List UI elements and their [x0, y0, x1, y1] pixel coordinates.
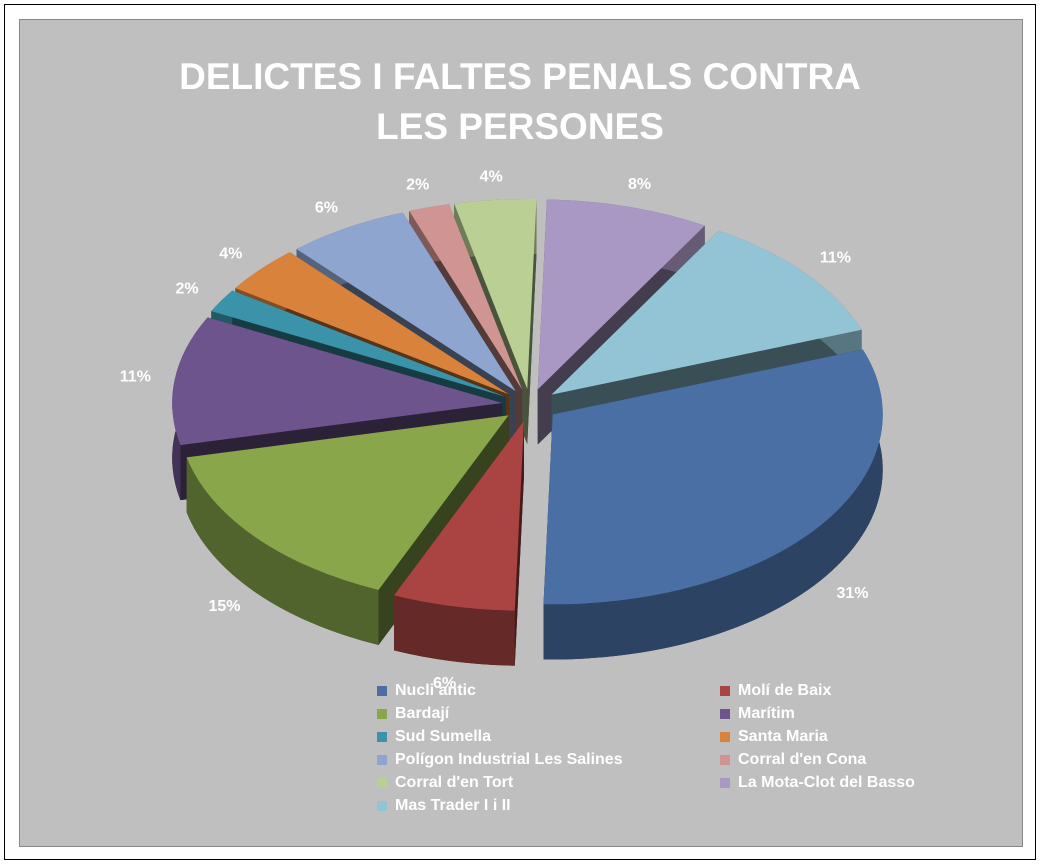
slice-wall — [393, 595, 515, 666]
legend-label: La Mota-Clot del Basso — [738, 774, 915, 791]
data-label: 8% — [628, 176, 651, 193]
legend-label: Corral d'en Cona — [738, 751, 866, 768]
legend-swatch — [377, 709, 387, 719]
slice-top — [409, 204, 523, 390]
legend-label: Molí de Baix — [738, 682, 831, 699]
legend-swatch — [377, 732, 387, 742]
data-label: 4% — [219, 245, 242, 262]
slice — [543, 349, 883, 660]
legend-swatch — [377, 801, 387, 811]
legend-label: Bardají — [395, 705, 450, 722]
legend-label: Nucli antic — [395, 682, 476, 699]
data-label: 4% — [480, 168, 503, 185]
data-label: 2% — [176, 280, 199, 297]
data-label: 15% — [209, 598, 241, 615]
chart-title: DELICTES I FALTES PENALS CONTRA LES PERS… — [179, 56, 861, 147]
slice-top — [186, 415, 509, 590]
legend-label: Sud Sumella — [395, 728, 491, 745]
slice-top — [211, 290, 506, 397]
slice-wall — [543, 349, 883, 660]
data-label: 2% — [406, 177, 429, 194]
slice-top — [551, 230, 862, 395]
legend-label: Santa Maria — [738, 728, 828, 745]
plot-area: DELICTES I FALTES PENALS CONTRA LES PERS… — [19, 19, 1023, 847]
legend-swatch — [377, 686, 387, 696]
slice-wall — [186, 457, 379, 645]
slice-top — [393, 420, 524, 611]
slice-top — [172, 317, 503, 446]
slice-top — [296, 212, 516, 392]
legend-swatch — [720, 709, 730, 719]
slice-top — [537, 199, 705, 390]
legend-label: Mas Trader I i II — [395, 797, 511, 814]
legend-swatch — [720, 732, 730, 742]
chart: 31% 6% 15% 11% 2% 4% 6% 2% 4% 8% 11% Nucli antic Mol… — [120, 168, 915, 814]
legend-swatch — [720, 686, 730, 696]
legend-label: Corral d'en Tort — [395, 774, 514, 791]
legend-swatch — [720, 778, 730, 788]
slice — [393, 420, 524, 666]
legend-swatch — [377, 755, 387, 765]
legend-swatch — [377, 778, 387, 788]
slice-side — [514, 420, 524, 666]
slice-top — [235, 252, 509, 395]
data-label: 11% — [120, 368, 151, 385]
data-label: 31% — [836, 585, 868, 602]
chart-frame: DELICTES I FALTES PENALS CONTRA LES PERS… — [4, 4, 1036, 860]
slice-side — [527, 199, 537, 444]
legend-swatch — [720, 755, 730, 765]
data-label: 6% — [315, 200, 338, 217]
slice-top — [543, 349, 883, 605]
data-label: 11% — [820, 250, 851, 267]
legend-label: Polígon Industrial Les Salines — [395, 751, 623, 768]
data-label: 6% — [433, 675, 456, 692]
slice-top — [454, 198, 537, 389]
legend-label: Marítim — [738, 705, 795, 722]
